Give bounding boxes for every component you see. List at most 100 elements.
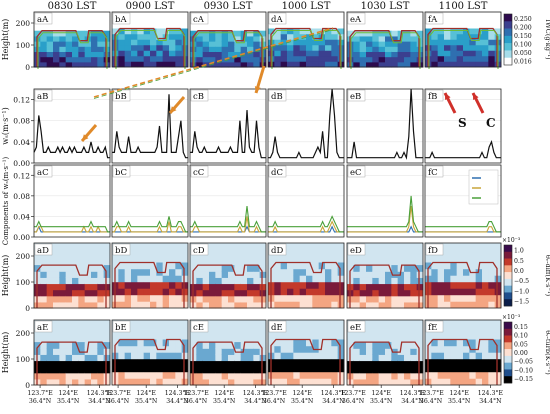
- field-cell: [372, 35, 380, 42]
- x-tick-lon: 124.3°E: [321, 390, 347, 397]
- field-cell: [156, 359, 164, 366]
- field-cell: [469, 275, 477, 283]
- field-cell: [215, 372, 223, 380]
- field-cell: [482, 359, 489, 366]
- field-cell: [234, 277, 242, 285]
- field-cell: [385, 51, 392, 58]
- field-cell: [385, 41, 392, 47]
- field-cell: [397, 46, 405, 52]
- field-cell: [169, 359, 176, 366]
- field-cell: [124, 288, 132, 296]
- field-cell: [437, 45, 445, 51]
- field-cell: [46, 301, 54, 309]
- x-tick-lat: 36.4°N: [29, 398, 52, 405]
- field-cell: [331, 39, 339, 46]
- field-cell: [274, 365, 282, 373]
- field-cell: [240, 56, 248, 63]
- field-cell: [46, 51, 54, 58]
- panel-frame: [33, 11, 111, 68]
- ws-line: [347, 88, 423, 160]
- field-cell: [196, 295, 204, 303]
- field-cell: [97, 289, 105, 297]
- field-cell: [482, 288, 489, 296]
- field-cell: [253, 30, 261, 37]
- field-cell: [202, 342, 210, 349]
- field-cell: [65, 265, 73, 272]
- field-cell: [469, 365, 477, 373]
- field-cell: [488, 45, 496, 51]
- field-cell: [181, 352, 189, 360]
- y-axis-label: Height(m): [1, 19, 10, 61]
- field-cell: [84, 61, 92, 68]
- field-cell: [325, 282, 332, 289]
- field-cell: [404, 56, 411, 63]
- field-cell: [137, 365, 145, 373]
- field-cell: [118, 378, 126, 386]
- field-cell: [169, 282, 176, 289]
- field-cell: [234, 342, 242, 349]
- field-cell: [209, 348, 216, 355]
- colorbar-cell: [504, 335, 512, 343]
- field-cell: [378, 289, 386, 297]
- field-cell: [84, 301, 92, 309]
- field-cell: [259, 378, 267, 386]
- field-cell: [124, 346, 132, 353]
- field-cell: [59, 378, 67, 386]
- field-cell: [59, 372, 67, 380]
- field-cell: [416, 265, 424, 272]
- field-cell: [259, 366, 267, 374]
- red-arrow-c-head: [473, 93, 479, 100]
- field-cell: [293, 45, 301, 51]
- field-cell: [137, 269, 145, 276]
- field-cell: [431, 339, 439, 347]
- field-cell: [397, 61, 405, 68]
- field-cell: [97, 46, 105, 52]
- x-tick-lon: 124°E: [449, 390, 469, 397]
- field-cell: [482, 339, 489, 347]
- field-cell: [175, 262, 183, 270]
- field-cell: [372, 30, 380, 37]
- field-cell: [299, 275, 307, 283]
- field-cell: [456, 352, 464, 360]
- colorbar-exponent: ×10⁻³: [502, 237, 521, 244]
- component-line-r3: [190, 206, 266, 233]
- field-cell: [456, 282, 464, 289]
- field-cell: [169, 378, 176, 386]
- field-cell: [431, 372, 439, 379]
- field-cell: [444, 28, 451, 35]
- field-cell: [391, 51, 399, 58]
- field-cell: [259, 283, 267, 291]
- field-cell: [247, 30, 254, 37]
- field-cell: [215, 271, 223, 278]
- field-cell: [169, 301, 176, 309]
- field-cell: [253, 283, 261, 291]
- field-cell: [221, 372, 229, 380]
- field-cell: [378, 295, 386, 303]
- field-cell: [353, 366, 361, 374]
- field-cell: [287, 50, 294, 57]
- field-cell: [325, 339, 332, 347]
- field-cell: [359, 283, 367, 291]
- field-cell: [359, 289, 367, 297]
- x-tick-lon: 124.3°E: [400, 390, 426, 397]
- field-cell: [162, 39, 170, 46]
- field-cell: [190, 30, 197, 37]
- field-cell: [215, 51, 223, 58]
- field-cell: [287, 34, 294, 40]
- colorbar-tick: −0.5: [514, 278, 529, 285]
- field-cell: [124, 282, 132, 289]
- field-cell: [124, 378, 132, 386]
- panel-frame: [111, 164, 189, 238]
- field-cell: [162, 378, 170, 386]
- field-cell: [156, 56, 164, 62]
- field-cell: [247, 283, 254, 291]
- field-cell: [425, 28, 432, 35]
- y-axis-label: Height(m): [1, 255, 10, 297]
- field-cell: [240, 61, 248, 68]
- field-cell: [312, 275, 320, 283]
- field-cell: [385, 366, 392, 374]
- field-cell: [240, 366, 248, 374]
- field-cell: [156, 50, 164, 57]
- field-cell: [247, 35, 254, 42]
- field-cell: [391, 342, 399, 349]
